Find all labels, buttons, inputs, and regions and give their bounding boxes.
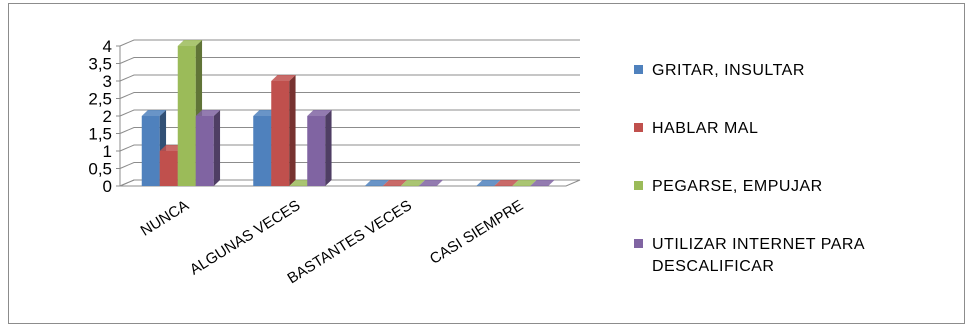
bar-front [307,116,326,186]
bar-front [271,81,290,186]
bar-top [382,180,408,186]
gridlines [116,39,580,187]
legend-swatch [634,181,643,190]
y-tick-label: 0,5 [88,160,112,179]
legend-item-internet: UTILIZAR INTERNET PARA DESCALIFICAR [634,234,952,278]
legend-swatch [634,123,643,132]
y-tick-label: 3 [103,72,112,91]
gridline [119,39,580,47]
bars [141,40,555,187]
bar-side [289,75,296,186]
gridline [119,162,580,169]
bar-top [400,180,426,186]
bar-side [325,110,332,186]
legend-label: GRITAR, INSULTAR [652,62,805,79]
y-tick-label: 2 [103,107,112,126]
y-tick-label: 0 [103,177,112,196]
bar-front [159,151,178,186]
legend-item-hablar: HABLAR MAL [634,118,758,140]
bar [195,110,221,186]
category-label: NUNCA [138,197,192,240]
gridline [119,57,580,64]
gridline [119,74,580,82]
category-label: ALGUNAS VECES [187,197,303,279]
bar [418,180,444,187]
legend-item-gritar: GRITAR, INSULTAR [634,60,805,82]
bar-top [195,110,221,116]
bar-top [141,110,167,116]
bar-front [177,46,196,186]
gridline [119,127,580,134]
gridline [119,144,580,152]
bar-front [141,116,160,186]
bar [271,75,296,186]
bar-front [195,116,214,186]
category-label: CASI SIEMPRE [427,197,526,268]
gridline [119,92,580,99]
bar-top [307,110,332,116]
y-tick-label: 4 [103,37,112,56]
legend-label: UTILIZAR INTERNET PARA DESCALIFICAR [652,236,865,275]
bar-top [494,180,519,186]
legend-swatch [634,239,643,248]
bar-top [476,180,501,186]
legend-item-pegarse: PEGARSE, EMPUJAR [634,176,823,198]
y-tick-label: 1,5 [88,125,112,144]
bar-top [271,75,296,81]
bar-top [364,180,390,186]
y-tick-labels: 00,511,522,533,54 [88,37,112,196]
gridline [119,109,580,117]
bar [307,110,332,186]
bar-top [512,180,537,186]
bar-top [177,40,203,46]
bar-top [418,180,444,186]
bar-front [253,116,272,186]
legend-label: HABLAR MAL [652,120,759,137]
category-label: BASTANTES VECES [285,197,415,287]
y-tick-label: 3,5 [88,55,112,74]
legend-swatch [634,65,643,74]
bar [530,180,555,187]
legend-label: PEGARSE, EMPUJAR [652,178,823,195]
y-tick-label: 2,5 [88,90,112,109]
y-tick-label: 1 [103,142,112,161]
bar-side [213,110,221,186]
bar-top [530,180,555,186]
